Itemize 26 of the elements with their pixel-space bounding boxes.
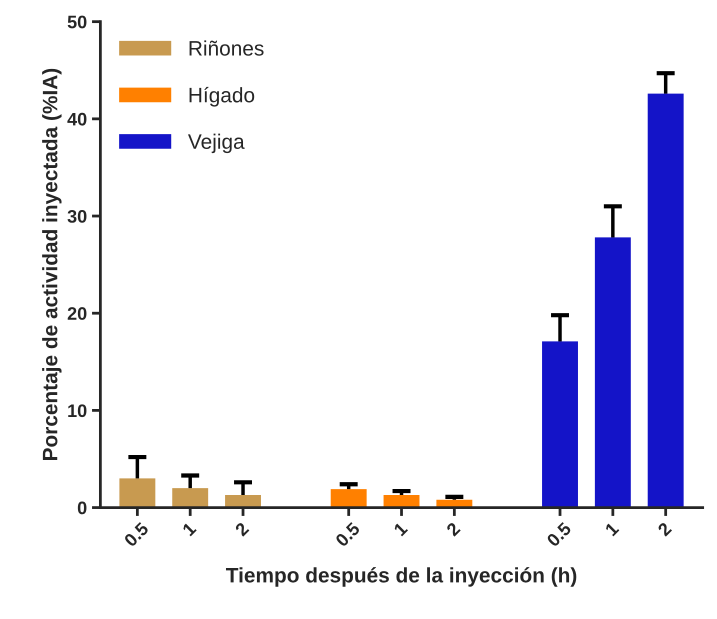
y-tick-label: 50 bbox=[68, 16, 86, 28]
bar bbox=[119, 478, 156, 508]
bar bbox=[330, 489, 367, 508]
x-tick-label: 2 bbox=[656, 522, 672, 537]
y-axis-title: Porcentaje de actividad inyectada (%IA) bbox=[42, 68, 62, 460]
bar bbox=[172, 488, 208, 508]
legend-label: Hígado bbox=[190, 86, 254, 107]
legend-label: Riñones bbox=[190, 40, 264, 56]
x-tick-label: 2 bbox=[234, 522, 250, 537]
x-tick-label: 0.5 bbox=[334, 521, 361, 548]
bar bbox=[648, 94, 684, 508]
x-tick-label: 0.5 bbox=[546, 521, 572, 548]
bar bbox=[542, 341, 578, 508]
y-tick-label: 10 bbox=[68, 404, 86, 418]
y-tick-label: 30 bbox=[68, 210, 86, 223]
x-tick-label: 0.5 bbox=[123, 521, 150, 548]
legend-label: Vejiga bbox=[188, 134, 245, 154]
x-tick-label: 1 bbox=[604, 522, 620, 536]
x-tick-label: 1 bbox=[393, 522, 408, 536]
y-tick-label: 20 bbox=[68, 307, 86, 320]
x-tick-label: 2 bbox=[446, 522, 461, 537]
y-tick-label: 40 bbox=[67, 112, 86, 126]
y-tick-label: 0 bbox=[78, 502, 86, 514]
x-tick-label: 1 bbox=[182, 522, 197, 536]
x-axis-title: Tiempo después de la inyección (h) bbox=[226, 567, 576, 587]
bar bbox=[594, 237, 631, 508]
